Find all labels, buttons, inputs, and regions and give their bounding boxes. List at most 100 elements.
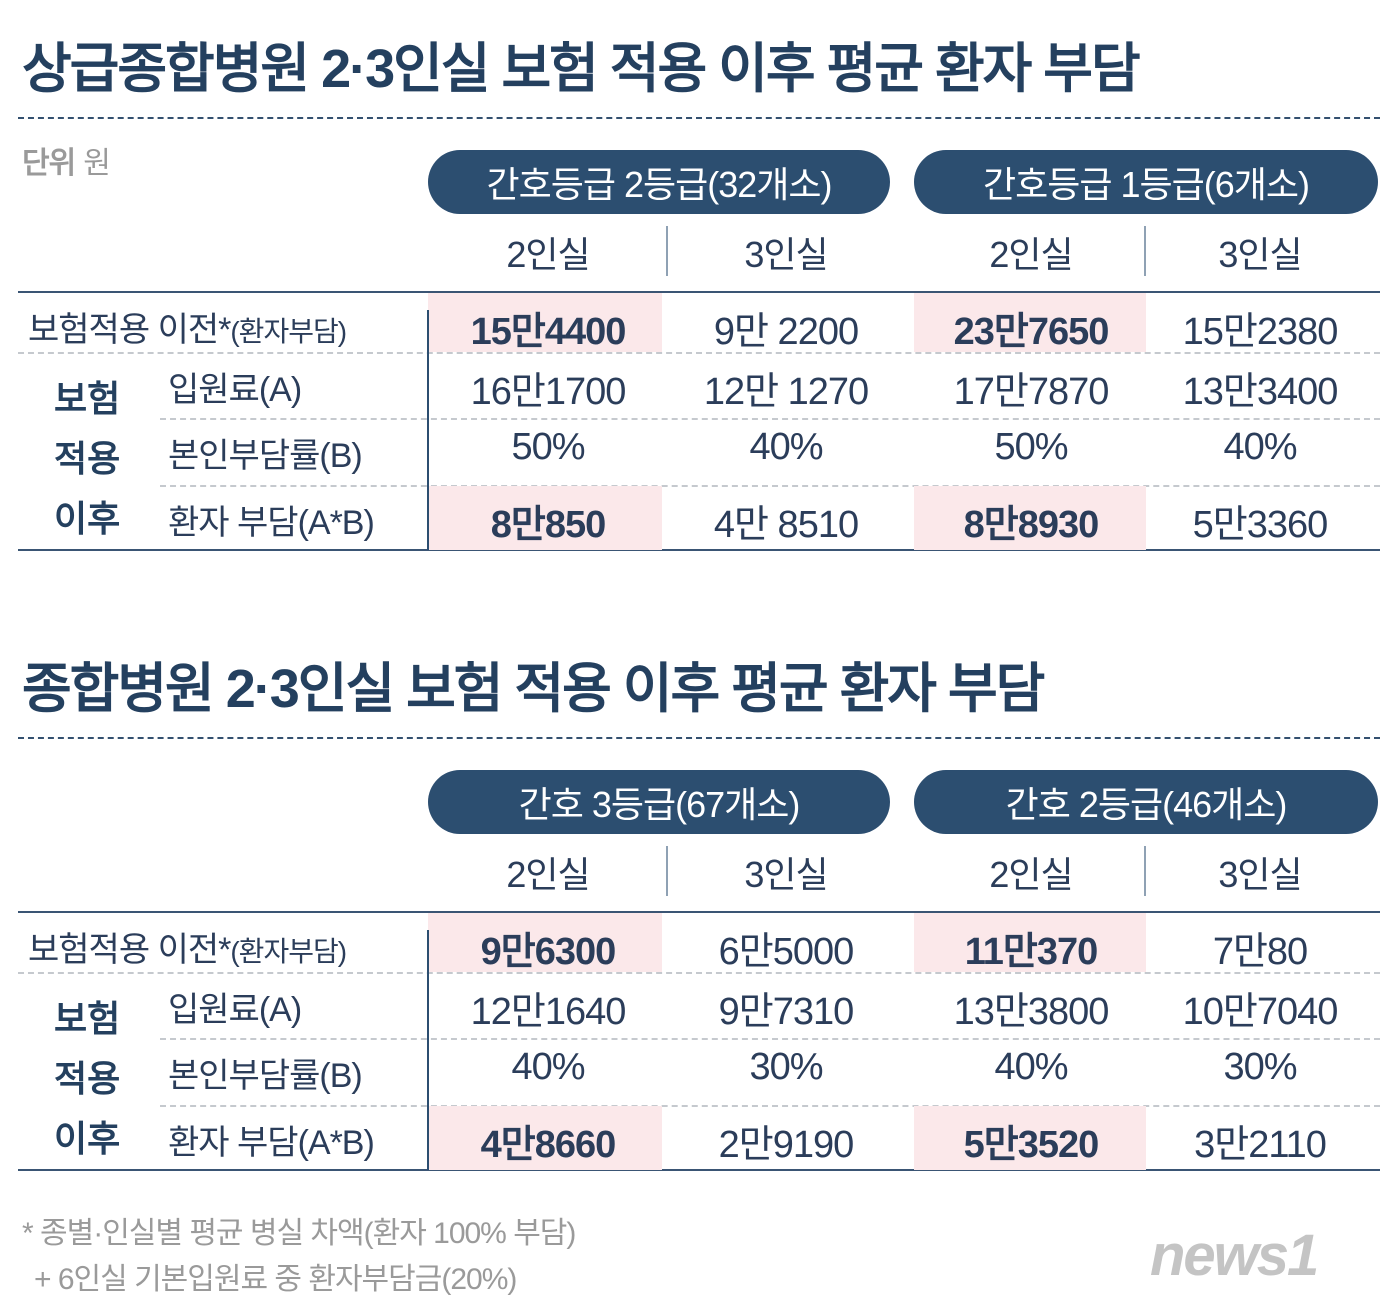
- highlight-cell: [914, 293, 1146, 352]
- row-label: 입원료(A): [168, 982, 302, 1031]
- table-cell: 15만4400: [470, 311, 627, 353]
- group-row-label: 적용: [54, 1058, 121, 1099]
- table-top-rule: [18, 911, 1380, 913]
- table-cell: 8만8930: [963, 504, 1100, 546]
- table-cell: 9만6300: [480, 931, 617, 973]
- table-cell: 13만3800: [953, 991, 1110, 1033]
- divider: [666, 846, 668, 896]
- table-cell: 16만1700: [470, 371, 627, 413]
- table-cell: 23만7650: [953, 311, 1110, 353]
- table-cell: 7만80: [1212, 931, 1308, 973]
- row-label-note: (환자부담): [230, 316, 347, 347]
- row-divider: [160, 1105, 1380, 1107]
- table-cell: 30%: [1223, 1046, 1297, 1088]
- column-header: 2인실: [989, 234, 1073, 275]
- row-label-text: 보험적용 이전*: [28, 931, 231, 969]
- unit-value: 원: [83, 147, 111, 180]
- divider: [666, 226, 668, 276]
- row-label-note: (환자부담): [230, 936, 347, 967]
- table-section: 종합병원 2·3인실 보험 적용 이후 평균 환자 부담 간호 3등급(67개소)…: [0, 620, 1400, 1240]
- row-label: 보험적용 이전*(환자부담): [28, 922, 347, 971]
- table-cell: 12만1640: [470, 991, 627, 1033]
- table-cell: 2만9190: [718, 1124, 855, 1166]
- column-header: 3인실: [1218, 854, 1302, 895]
- row-label-text: 입원료(A): [168, 371, 302, 409]
- row-label: 본인부담률(B): [168, 428, 363, 477]
- highlight-cell: [914, 913, 1146, 972]
- divider: [18, 737, 1380, 739]
- table-cell: 15만2380: [1182, 311, 1339, 353]
- row-divider: [160, 485, 1380, 487]
- row-divider: [160, 418, 1380, 420]
- group-header: 간호 2등급(46개소): [914, 770, 1378, 834]
- unit-key: 단위: [22, 147, 76, 180]
- section-title: 상급종합병원 2·3인실 보험 적용 이후 평균 환자 부담: [22, 39, 1141, 99]
- row-divider: [160, 1038, 1380, 1040]
- table-cell: 4만 8510: [713, 504, 859, 546]
- highlight-cell: [428, 293, 662, 352]
- group-row-label: 이후: [54, 498, 121, 539]
- highlight-cell: [428, 913, 662, 972]
- table-cell: 6만5000: [718, 931, 855, 973]
- table-cell: 5만3520: [963, 1124, 1100, 1166]
- row-label: 본인부담률(B): [168, 1048, 363, 1097]
- table-cell: 8만850: [490, 504, 607, 546]
- divider: [427, 930, 429, 1170]
- column-header: 3인실: [744, 234, 828, 275]
- column-header: 2인실: [506, 234, 590, 275]
- group-row-label: 보험: [54, 378, 121, 419]
- table-cell: 13만3400: [1182, 371, 1339, 413]
- row-label-text: 본인부담률(B): [168, 437, 363, 475]
- highlight-cell: [914, 486, 1146, 550]
- group-row-label: 적용: [54, 438, 121, 479]
- footnote: * 종별·인실별 평균 병실 차액(환자 100% 부담): [22, 1217, 576, 1250]
- highlight-cell: [914, 1106, 1146, 1170]
- table-cell: 5만3360: [1192, 504, 1329, 546]
- row-label-text: 본인부담률(B): [168, 1057, 363, 1095]
- table-cell: 30%: [749, 1046, 823, 1088]
- table-cell: 50%: [994, 426, 1068, 468]
- row-divider: [18, 352, 1380, 354]
- column-header: 2인실: [989, 854, 1073, 895]
- section-title: 종합병원 2·3인실 보험 적용 이후 평균 환자 부담: [22, 659, 1045, 719]
- footnote: + 6인실 기본입원료 중 환자부담금(20%): [34, 1263, 517, 1296]
- table-cell: 40%: [749, 426, 823, 468]
- row-label: 보험적용 이전*(환자부담): [28, 302, 347, 351]
- table-cell: 17만7870: [953, 371, 1110, 413]
- divider: [427, 310, 429, 550]
- table-cell: 10만7040: [1182, 991, 1339, 1033]
- row-label: 환자 부담(A*B): [168, 495, 375, 544]
- table-cell: 40%: [1223, 426, 1297, 468]
- row-divider: [18, 972, 1380, 974]
- group-header: 간호등급 2등급(32개소): [428, 150, 890, 214]
- highlight-cell: [428, 486, 662, 550]
- column-header: 3인실: [1218, 234, 1302, 275]
- table-bottom-rule: [18, 1169, 1380, 1171]
- highlight-cell: [428, 1106, 662, 1170]
- row-label-text: 입원료(A): [168, 991, 302, 1029]
- table-cell: 9만7310: [718, 991, 855, 1033]
- divider: [1144, 846, 1146, 896]
- group-row-label: 보험: [54, 998, 121, 1039]
- row-label-text: 환자 부담(A*B): [168, 504, 375, 542]
- row-label: 입원료(A): [168, 362, 302, 411]
- table-cell: 9만 2200: [713, 311, 859, 353]
- group-header: 간호등급 1등급(6개소): [914, 150, 1378, 214]
- table-cell: 11만370: [964, 931, 1099, 973]
- table-bottom-rule: [18, 549, 1380, 551]
- table-top-rule: [18, 291, 1380, 293]
- divider: [1144, 226, 1146, 276]
- table-cell: 12만 1270: [703, 371, 869, 413]
- table-cell: 40%: [994, 1046, 1068, 1088]
- table-cell: 3만2110: [1194, 1124, 1327, 1166]
- column-header: 3인실: [744, 854, 828, 895]
- unit-label: 단위 원: [22, 138, 111, 182]
- row-label-text: 보험적용 이전*: [28, 311, 231, 349]
- column-header: 2인실: [506, 854, 590, 895]
- table-cell: 4만8660: [480, 1124, 617, 1166]
- row-label-text: 환자 부담(A*B): [168, 1124, 375, 1162]
- news1-logo: news1: [1150, 1223, 1319, 1288]
- divider: [18, 117, 1380, 119]
- group-row-label: 이후: [54, 1118, 121, 1159]
